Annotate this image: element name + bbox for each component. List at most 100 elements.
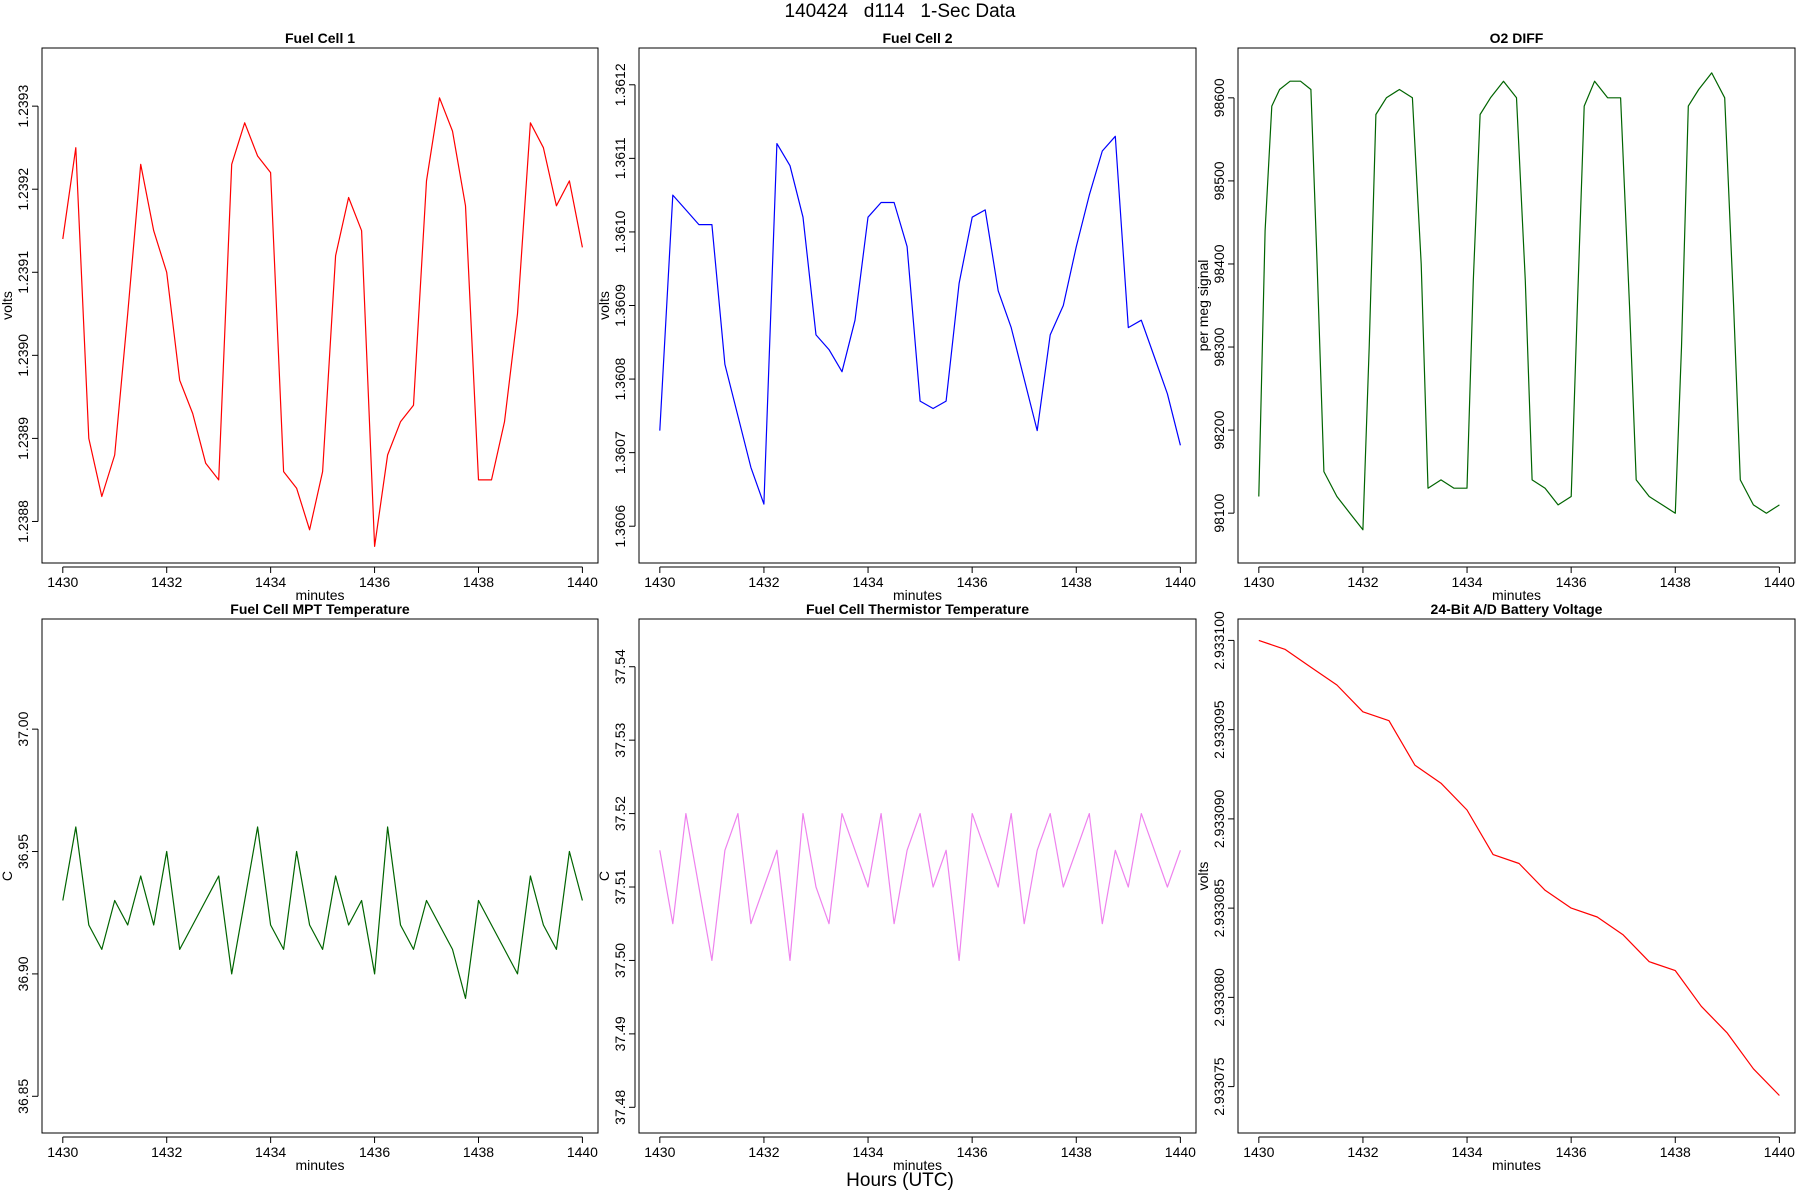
y-axis-label: C	[0, 871, 15, 881]
chart-title: Fuel Cell MPT Temperature	[230, 601, 410, 617]
y-tick-label: 2.933075	[1211, 1057, 1227, 1116]
y-tick-label: 1.3607	[612, 431, 628, 474]
y-tick-label: 37.49	[612, 1016, 628, 1051]
y-tick-label: 1.3611	[612, 137, 628, 179]
x-tick-label: 1432	[151, 1144, 182, 1160]
y-axis-label: volts	[1195, 862, 1211, 891]
chart-title: O2 DIFF	[1490, 30, 1544, 46]
x-tick-label: 1434	[852, 1144, 883, 1160]
x-tick-label: 1434	[255, 1144, 286, 1160]
x-tick-label: 1438	[1660, 1144, 1691, 1160]
x-tick-label: 1432	[151, 574, 182, 590]
x-tick-label: 1434	[255, 574, 286, 590]
y-tick-label: 98500	[1211, 161, 1227, 200]
x-tick-label: 1436	[359, 574, 390, 590]
x-tick-label: 1432	[1347, 574, 1378, 590]
chart-title: Fuel Cell Thermistor Temperature	[806, 601, 1029, 617]
x-tick-label: 1430	[1243, 1144, 1274, 1160]
y-tick-label: 1.3612	[612, 63, 628, 106]
y-tick-label: 1.3610	[612, 210, 628, 253]
page-title: 140424 d114 1-Sec Data	[784, 1, 1016, 22]
x-tick-label: 1430	[47, 1144, 78, 1160]
x-tick-label: 1436	[1556, 574, 1587, 590]
x-tick-label: 1440	[1764, 1144, 1795, 1160]
x-tick-label: 1438	[463, 574, 494, 590]
y-tick-label: 1.3606	[612, 505, 628, 548]
x-tick-label: 1436	[359, 1144, 390, 1160]
y-tick-label: 1.2390	[15, 334, 31, 377]
y-axis-label: C	[596, 871, 612, 881]
y-axis-label: per meg signal	[1195, 260, 1211, 352]
chart-o2-diff: O2 DIFF 1430 1432 1434 1436 1438 1440 minutes 98…	[1195, 30, 1796, 603]
chart-title: Fuel Cell 2	[882, 30, 952, 46]
series-line	[62, 97, 583, 548]
series-line	[659, 812, 1181, 962]
x-tick-label: 1436	[1556, 1144, 1587, 1160]
x-tick-label: 1432	[748, 1144, 779, 1160]
y-axis-label: volts	[596, 291, 612, 320]
series-line	[659, 135, 1181, 505]
y-tick-label: 98200	[1211, 410, 1227, 449]
y-tick-label: 2.933100	[1211, 611, 1227, 670]
x-axis-footer-label: Hours (UTC)	[846, 1170, 954, 1191]
plot-frame	[638, 47, 1197, 564]
x-tick-label: 1434	[1451, 574, 1482, 590]
plot-frame	[638, 618, 1197, 1134]
x-tick-label: 1438	[1061, 1144, 1092, 1160]
x-tick-label: 1430	[644, 574, 675, 590]
chart-fuel-cell-2: Fuel Cell 2 1430 1432 1434 1436 1438 1440 minut…	[596, 30, 1197, 603]
plot-frame	[1237, 47, 1796, 564]
y-tick-label: 98400	[1211, 244, 1227, 283]
y-tick-label: 37.48	[612, 1090, 628, 1125]
x-tick-label: 1432	[1347, 1144, 1378, 1160]
x-axis-label: minutes	[1492, 587, 1541, 603]
x-tick-label: 1430	[644, 1144, 675, 1160]
y-tick-label: 98300	[1211, 327, 1227, 366]
x-axis-label: minutes	[893, 587, 942, 603]
series-line	[1258, 639, 1780, 1096]
plot-frame	[1237, 618, 1796, 1134]
x-axis-label: minutes	[295, 587, 344, 603]
x-axis-label: minutes	[893, 1157, 942, 1173]
y-tick-label: 37.52	[612, 796, 628, 831]
chart-fuel-cell-thermistor-temperature: Fuel Cell Thermistor Temperature 1430 1432…	[596, 601, 1197, 1173]
y-tick-label: 37.50	[612, 943, 628, 978]
y-tick-label: 2.933080	[1211, 968, 1227, 1027]
y-tick-label: 1.3609	[612, 284, 628, 327]
y-tick-label: 37.54	[612, 649, 628, 684]
x-tick-label: 1430	[1243, 574, 1274, 590]
y-tick-label: 1.2388	[15, 500, 31, 543]
y-tick-label: 1.2392	[15, 168, 31, 211]
x-tick-label: 1440	[1764, 574, 1795, 590]
y-tick-label: 37.53	[612, 722, 628, 757]
x-tick-label: 1438	[1061, 574, 1092, 590]
chart-24-bit-a-d-battery-voltage: 24-Bit A/D Battery Voltage 1430 1432 1434 14…	[1195, 601, 1796, 1173]
y-tick-label: 1.2389	[15, 417, 31, 460]
y-tick-label: 36.85	[15, 1079, 31, 1114]
y-tick-label: 98100	[1211, 493, 1227, 532]
x-axis-label: minutes	[295, 1157, 344, 1173]
y-tick-label: 2.933095	[1211, 700, 1227, 759]
x-tick-label: 1432	[748, 574, 779, 590]
x-tick-label: 1434	[852, 574, 883, 590]
series-line	[62, 826, 583, 1000]
x-tick-label: 1440	[567, 574, 598, 590]
y-tick-label: 2.933085	[1211, 879, 1227, 938]
x-tick-label: 1430	[47, 574, 78, 590]
x-tick-label: 1436	[957, 574, 988, 590]
y-tick-label: 37.51	[612, 869, 628, 904]
x-tick-label: 1436	[957, 1144, 988, 1160]
plot-frame	[41, 618, 599, 1134]
x-tick-label: 1438	[463, 1144, 494, 1160]
y-tick-label: 36.95	[15, 834, 31, 869]
x-axis-label: minutes	[1492, 1157, 1541, 1173]
x-tick-label: 1440	[1165, 574, 1196, 590]
x-tick-label: 1440	[1165, 1144, 1196, 1160]
series-line	[1258, 72, 1780, 531]
y-tick-label: 1.3608	[612, 357, 628, 400]
y-tick-label: 36.90	[15, 956, 31, 991]
x-tick-label: 1438	[1660, 574, 1691, 590]
y-tick-label: 1.2391	[15, 251, 31, 294]
y-tick-label: 2.933090	[1211, 789, 1227, 848]
